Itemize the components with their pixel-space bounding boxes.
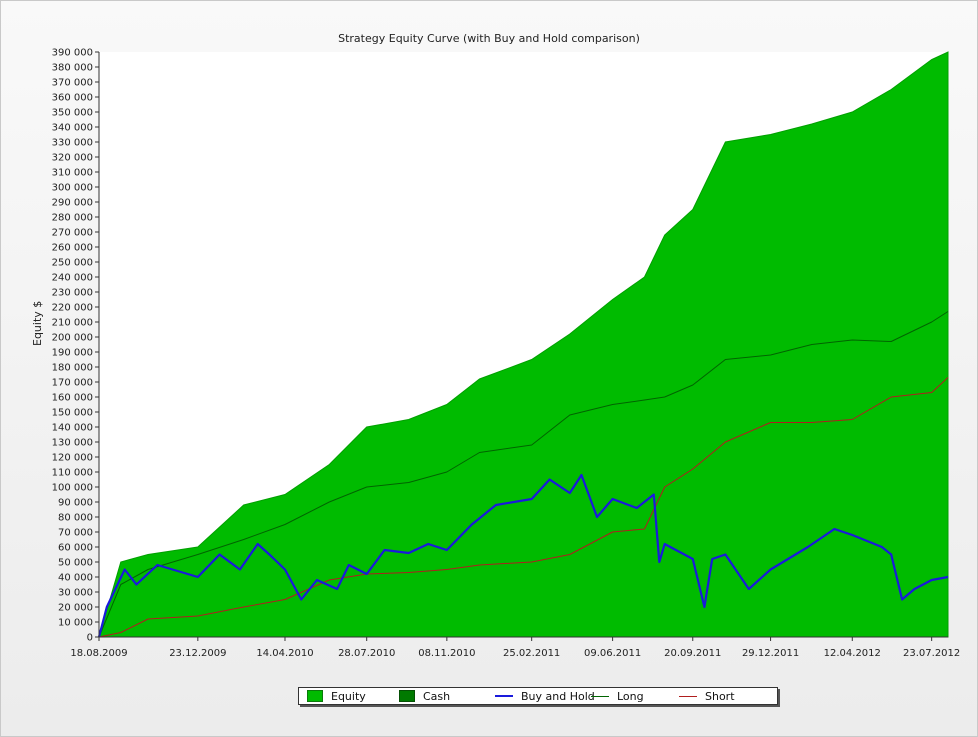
- legend-line-long: [591, 695, 609, 697]
- legend-line-short: [679, 695, 697, 697]
- y-tick-label: 360 000: [52, 93, 93, 104]
- legend-line-buy-and-hold: [495, 695, 513, 697]
- y-tick-label: 170 000: [52, 378, 93, 389]
- y-tick-label: 210 000: [52, 318, 93, 329]
- legend-label-equity: Equity: [331, 689, 366, 703]
- y-tick-label: 330 000: [52, 138, 93, 149]
- x-tick-label: 25.02.2011: [503, 648, 560, 659]
- y-tick-label: 150 000: [52, 408, 93, 419]
- y-tick-label: 300 000: [52, 183, 93, 194]
- legend-item-equity: Equity: [307, 689, 366, 703]
- y-tick-label: 240 000: [52, 273, 93, 284]
- y-tick-label: 120 000: [52, 453, 93, 464]
- y-tick-label: 280 000: [52, 213, 93, 224]
- y-tick-label: 220 000: [52, 303, 93, 314]
- legend-label-long: Long: [617, 689, 644, 703]
- y-tick-label: 190 000: [52, 348, 93, 359]
- y-tick-label: 160 000: [52, 393, 93, 404]
- y-tick-label: 390 000: [52, 48, 93, 59]
- x-tick-label: 14.04.2010: [256, 648, 313, 659]
- legend-label-buy-and-hold: Buy and Hold: [521, 689, 595, 703]
- y-tick-label: 180 000: [52, 363, 93, 374]
- y-tick-label: 100 000: [52, 483, 93, 494]
- y-tick-label: 60 000: [58, 543, 93, 554]
- y-tick-label: 350 000: [52, 108, 93, 119]
- y-tick-label: 110 000: [52, 468, 93, 479]
- x-tick-label: 23.07.2012: [903, 648, 960, 659]
- y-tick-label: 140 000: [52, 423, 93, 434]
- x-tick-label: 23.12.2009: [169, 648, 226, 659]
- legend-swatch-cash: [399, 690, 415, 702]
- y-tick-label: 0: [87, 633, 93, 644]
- y-tick-label: 370 000: [52, 78, 93, 89]
- chart-legend: Equity Cash Buy and Hold Long Short: [298, 687, 778, 705]
- y-tick-label: 20 000: [58, 603, 93, 614]
- series-short-line: [98, 377, 949, 638]
- y-tick-label: 270 000: [52, 228, 93, 239]
- x-tick-label: 18.08.2009: [70, 648, 127, 659]
- series-buy-and-hold-line: [97, 473, 949, 638]
- x-tick-label: 20.09.2011: [664, 648, 721, 659]
- y-tick-label: 30 000: [58, 588, 93, 599]
- y-tick-label: 380 000: [52, 63, 93, 74]
- legend-item-long: Long: [591, 689, 644, 703]
- y-tick-label: 70 000: [58, 528, 93, 539]
- x-tick-label: 09.06.2011: [584, 648, 641, 659]
- legend-item-cash: Cash: [399, 689, 450, 703]
- legend-swatch-equity: [307, 690, 323, 702]
- x-tick-label: 08.11.2010: [418, 648, 475, 659]
- legend-label-cash: Cash: [423, 689, 451, 703]
- y-tick-label: 50 000: [58, 558, 93, 569]
- y-tick-label: 90 000: [58, 498, 93, 509]
- chart-title: Strategy Equity Curve (with Buy and Hold…: [338, 32, 640, 45]
- y-tick-label: 200 000: [52, 333, 93, 344]
- legend-item-buy-and-hold: Buy and Hold: [495, 689, 595, 703]
- x-tick-label: 28.07.2010: [338, 648, 395, 659]
- y-tick-label: 290 000: [52, 198, 93, 209]
- y-tick-label: 40 000: [58, 573, 93, 584]
- x-tick-label: 29.12.2011: [742, 648, 799, 659]
- series-long-line: [98, 311, 949, 638]
- y-tick-label: 230 000: [52, 288, 93, 299]
- y-tick-label: 340 000: [52, 123, 93, 134]
- legend-item-short: Short: [679, 689, 735, 703]
- legend-label-short: Short: [705, 689, 735, 703]
- series-equity-area: [98, 51, 949, 638]
- x-tick-label: 12.04.2012: [824, 648, 881, 659]
- y-tick-label: 320 000: [52, 153, 93, 164]
- y-tick-label: 310 000: [52, 168, 93, 179]
- y-tick-label: 10 000: [58, 618, 93, 629]
- y-tick-label: 250 000: [52, 258, 93, 269]
- y-tick-label: 260 000: [52, 243, 93, 254]
- y-tick-label: 130 000: [52, 438, 93, 449]
- y-tick-label: 80 000: [58, 513, 93, 524]
